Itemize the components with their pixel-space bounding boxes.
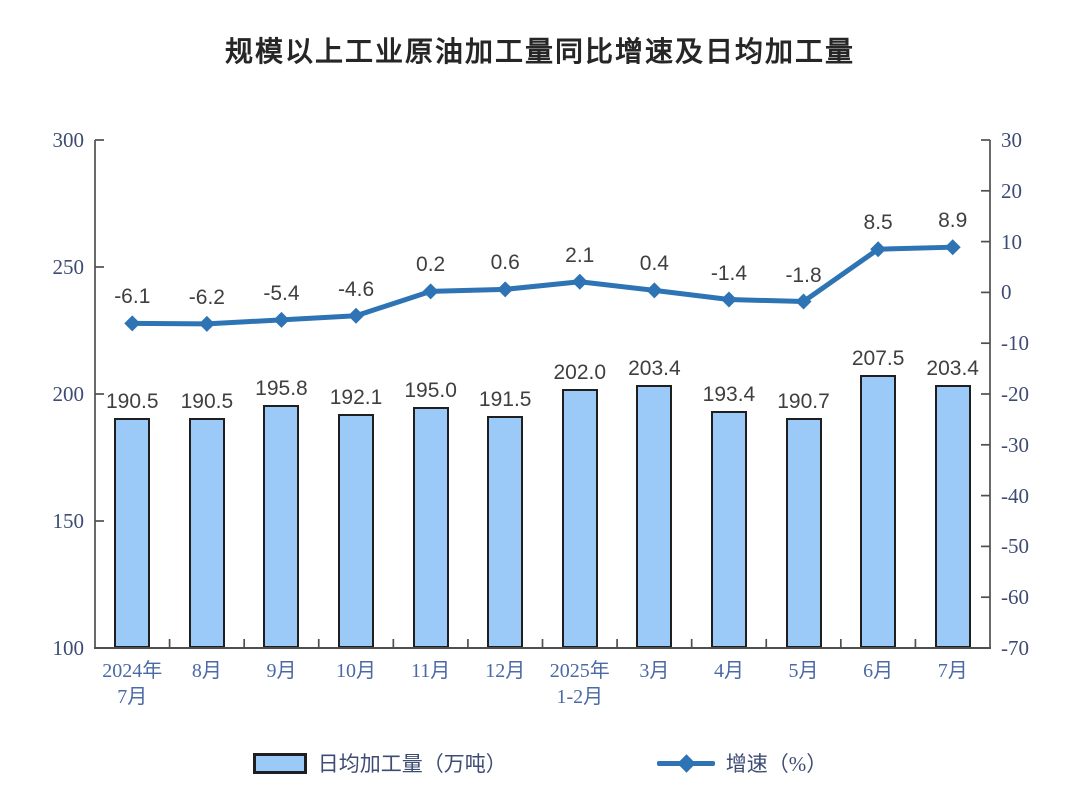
x-axis-category-label: 7月 xyxy=(937,660,968,682)
bar xyxy=(338,414,375,648)
x-axis-category-label: 12月 xyxy=(485,660,526,682)
bar-value-label: 203.4 xyxy=(628,357,681,381)
legend-bar-label: 日均加工量（万吨） xyxy=(317,752,507,776)
bar-value-label: 193.4 xyxy=(702,382,756,406)
legend-item-bar: 日均加工量（万吨） xyxy=(252,748,507,778)
legend-bar-swatch xyxy=(252,752,307,774)
right-axis-tick-label: -20 xyxy=(1001,382,1029,406)
x-axis-category-label: 8月 xyxy=(191,660,222,682)
bar xyxy=(263,404,300,648)
bar xyxy=(934,385,971,648)
line-value-label: -6.1 xyxy=(114,285,151,309)
line-value-label: 8.9 xyxy=(938,209,968,233)
chart-title: 规模以上工业原油加工量同比增速及日均加工量 xyxy=(224,36,855,67)
line-marker-diamond-icon xyxy=(571,273,588,290)
line-marker-diamond-icon xyxy=(198,315,215,332)
legend-diamond-marker-icon xyxy=(677,754,696,773)
bar-value-label: 202.0 xyxy=(553,360,607,384)
bar xyxy=(114,418,151,648)
right-axis-tick-label: 30 xyxy=(1001,128,1022,152)
line-marker-diamond-icon xyxy=(646,282,663,299)
line-value-label: -6.2 xyxy=(188,285,225,309)
line-value-label: 2.1 xyxy=(565,243,595,267)
bar-value-label: 195.0 xyxy=(404,378,457,402)
x-axis-category-label: 2024年 7月 xyxy=(102,660,163,708)
line-marker-diamond-icon xyxy=(348,307,365,324)
right-axis-tick-label: -60 xyxy=(1001,585,1029,610)
left-axis-tick-label: 150 xyxy=(52,509,85,533)
legend-line-label: 增速（%） xyxy=(725,752,828,776)
line-marker-diamond-icon xyxy=(720,291,737,308)
line-marker-diamond-icon xyxy=(870,241,887,258)
right-axis-tick-label: -40 xyxy=(1001,483,1029,508)
line-marker-diamond-icon xyxy=(497,281,514,298)
bar-value-label: 207.5 xyxy=(851,346,905,370)
left-axis-tick-label: 300 xyxy=(52,128,85,152)
legend-item-line: 增速（%） xyxy=(656,748,828,778)
legend-line-swatch xyxy=(656,753,715,773)
bar xyxy=(710,410,747,648)
bar xyxy=(487,415,524,648)
x-axis-category-label: 10月 xyxy=(336,660,377,682)
bar-value-label: 190.5 xyxy=(106,390,159,414)
x-axis-category-label: 6月 xyxy=(863,660,894,682)
line-value-label: -4.6 xyxy=(337,277,375,301)
bar-value-label: 191.5 xyxy=(478,387,532,411)
bar xyxy=(188,418,225,648)
line-value-label: -5.4 xyxy=(263,281,300,305)
line-value-label: 0.6 xyxy=(490,251,520,275)
bar xyxy=(636,385,673,648)
right-axis-tick-label: -30 xyxy=(1001,432,1029,457)
line-value-label: -1.8 xyxy=(785,263,822,287)
bar-value-label: 203.4 xyxy=(926,357,979,381)
line-value-label: 0.2 xyxy=(416,253,446,277)
x-axis-category-label: 5月 xyxy=(788,660,819,682)
right-axis-tick-label: 20 xyxy=(1001,178,1022,203)
x-axis-category-label: 11月 xyxy=(410,660,451,682)
bar-value-label: 190.5 xyxy=(180,390,234,414)
line-value-label: 0.4 xyxy=(639,252,669,276)
x-axis-category-label: 2025年 1-2月 xyxy=(549,660,610,708)
right-axis-tick-label: -50 xyxy=(1001,534,1029,559)
x-axis-category-label: 3月 xyxy=(639,660,670,682)
bar-value-label: 192.1 xyxy=(329,386,383,410)
bar-value-label: 190.7 xyxy=(777,389,830,413)
bar xyxy=(860,374,897,648)
line-marker-diamond-icon xyxy=(422,283,439,300)
bar xyxy=(412,406,449,648)
right-axis-tick-label: -70 xyxy=(1001,636,1029,660)
line-value-label: 8.5 xyxy=(863,211,893,235)
line-marker-diamond-icon xyxy=(795,293,812,310)
right-axis-tick-label: -10 xyxy=(1001,331,1029,356)
bar xyxy=(785,417,822,648)
left-axis-tick-label: 100 xyxy=(52,636,85,660)
bar xyxy=(561,388,598,648)
left-axis-tick-label: 250 xyxy=(52,255,85,279)
x-axis-category-label: 9月 xyxy=(266,660,297,682)
line-marker-diamond-icon xyxy=(273,311,290,328)
right-axis-tick-label: 0 xyxy=(1001,280,1012,305)
right-axis-tick-label: 10 xyxy=(1001,229,1022,254)
bar-value-label: 195.8 xyxy=(255,376,308,400)
line-value-label: -1.4 xyxy=(710,261,748,285)
left-axis-tick-label: 200 xyxy=(52,382,85,406)
x-axis-category-label: 4月 xyxy=(713,660,744,682)
line-marker-diamond-icon xyxy=(944,239,961,256)
line-marker-diamond-icon xyxy=(124,315,141,332)
legend: 日均加工量（万吨） 增速（%） xyxy=(0,748,1080,778)
